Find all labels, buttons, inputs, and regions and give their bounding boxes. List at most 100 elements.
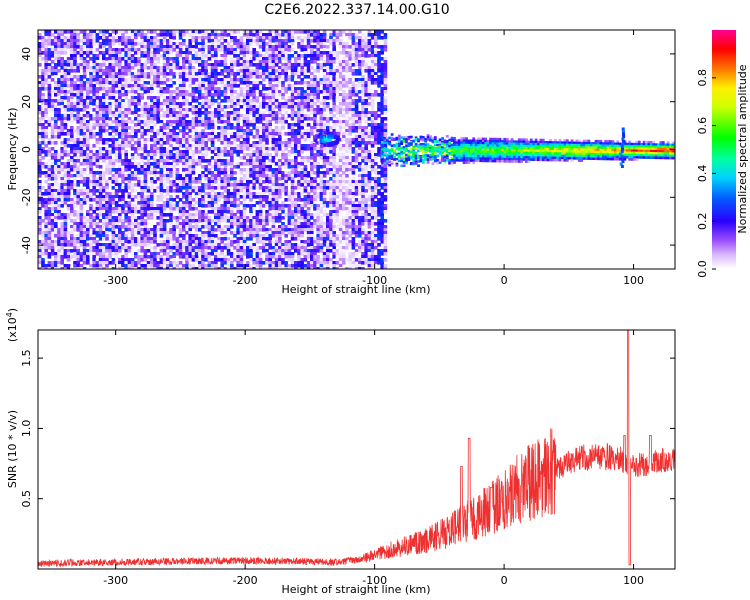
spectrogram-cell <box>118 114 122 118</box>
spectrogram-cell <box>76 261 80 265</box>
spectrogram-cell <box>249 237 253 241</box>
spectrogram-cell <box>86 237 90 241</box>
spectrogram-cell <box>191 66 196 70</box>
spectrogram-cell <box>60 222 64 226</box>
spectrogram-cell <box>41 138 45 142</box>
spectrogram-cell <box>214 75 218 79</box>
spectrogram-cell <box>178 105 183 109</box>
spectrogram-cell <box>236 216 240 220</box>
spectrogram-cell <box>57 69 61 73</box>
spectrogram-cell <box>185 90 189 94</box>
spectrogram-cell <box>63 45 68 49</box>
spectrogram-cell <box>274 45 279 49</box>
spectrogram-cell <box>252 228 256 232</box>
spectrogram-cell <box>124 84 128 88</box>
spectrogram-cell <box>54 231 58 235</box>
spectrogram-cell <box>44 153 48 157</box>
spectrogram-cell <box>105 192 109 196</box>
spectrogram-cell <box>284 60 288 64</box>
spectrogram-cell <box>242 69 247 73</box>
spectrogram-cell <box>198 243 202 247</box>
spectrogram-cell <box>207 180 212 184</box>
spectrogram-cell <box>226 75 231 79</box>
spectrogram-cell <box>217 126 221 130</box>
spectrogram-cell <box>198 135 202 139</box>
spectrogram-cell <box>108 111 112 115</box>
spectrogram-cell <box>198 36 202 40</box>
spectrogram-cell <box>95 33 100 37</box>
spectrogram-cell <box>281 69 285 73</box>
spectrogram-cell <box>281 162 285 166</box>
spectrogram-cell <box>185 255 189 259</box>
spectrogram-cell <box>169 30 173 34</box>
spectrogram-cell <box>153 48 157 52</box>
spectrogram-cell <box>73 228 77 232</box>
spectrogram-cell <box>127 267 132 269</box>
spectrogram-cell <box>38 171 42 175</box>
spectrogram-cell <box>166 39 170 43</box>
spectrogram-cell <box>44 144 48 148</box>
spectrogram-cell <box>239 90 244 94</box>
spectrogram-cell <box>153 180 157 184</box>
spectrogram-cell <box>114 207 119 211</box>
spectrogram-cell <box>217 81 221 85</box>
spectrogram-cell <box>172 60 176 64</box>
spectrogram-cell <box>41 150 45 154</box>
spectrogram-cell <box>121 180 125 184</box>
spectrogram-cell <box>57 96 61 100</box>
spectrogram-cell <box>214 174 218 178</box>
spectrogram-cell <box>271 177 276 181</box>
spectrogram-cell <box>114 171 119 175</box>
spectrogram-cell <box>63 183 68 187</box>
spectrogram-cell <box>70 237 74 241</box>
spectrogram-cell <box>47 54 52 58</box>
spectrogram-cell <box>63 138 68 142</box>
spectrogram-cell <box>287 159 292 163</box>
spectrogram-cell <box>92 87 96 91</box>
spectrogram-cell <box>204 138 208 142</box>
spectrogram-cell <box>210 96 215 100</box>
spectrogram-cell <box>284 138 288 142</box>
spectrogram-cell <box>98 249 103 253</box>
spectrogram-cell <box>159 228 164 232</box>
spectrogram-cell <box>198 102 202 106</box>
spectrogram-cell <box>66 240 71 244</box>
spectrogram-cell <box>57 231 61 235</box>
spectrogram-cell <box>111 30 116 34</box>
spectrogram-cell <box>60 102 64 106</box>
spectrogram-cell <box>156 42 160 46</box>
spectrogram-cell <box>230 219 234 223</box>
spectrogram-cell <box>178 210 183 214</box>
spectrogram-cell <box>271 36 276 40</box>
spectrogram-cell <box>252 90 256 94</box>
spectrogram-cell <box>89 180 93 184</box>
spectrogram-cell <box>47 120 52 124</box>
spectrogram-cell <box>143 105 148 109</box>
spectrogram-cell <box>70 159 74 163</box>
spectrogram-cell <box>89 213 93 217</box>
spectrogram-cell <box>134 60 138 64</box>
spectrogram-cell <box>210 201 215 205</box>
spectrogram-cell <box>63 78 68 82</box>
spectrogram-cell <box>220 171 224 175</box>
spectrogram-cell <box>294 210 298 214</box>
spectrogram-cell <box>114 90 119 94</box>
spectrogram-cell <box>178 45 183 49</box>
spectrogram-cell <box>290 78 295 82</box>
spectrogram-cell <box>210 66 215 70</box>
spectrogram-cell <box>252 165 256 169</box>
spectrogram-cell <box>262 267 266 269</box>
spectrogram-cell <box>281 156 285 160</box>
spectrogram-cell <box>233 54 237 58</box>
spectrogram-cell <box>70 90 74 94</box>
spectrogram-cell <box>239 213 244 217</box>
spectrogram-cell <box>175 114 180 118</box>
spectrogram-cell <box>82 195 87 199</box>
spectrogram-cell <box>124 42 128 46</box>
spectrogram-cell <box>105 258 109 262</box>
spectrogram-cell <box>172 183 176 187</box>
spectrogram-cell <box>150 66 154 70</box>
spectrogram-cell <box>175 135 180 139</box>
spectrogram-cell <box>271 228 276 232</box>
spectrogram-cell <box>169 153 173 157</box>
